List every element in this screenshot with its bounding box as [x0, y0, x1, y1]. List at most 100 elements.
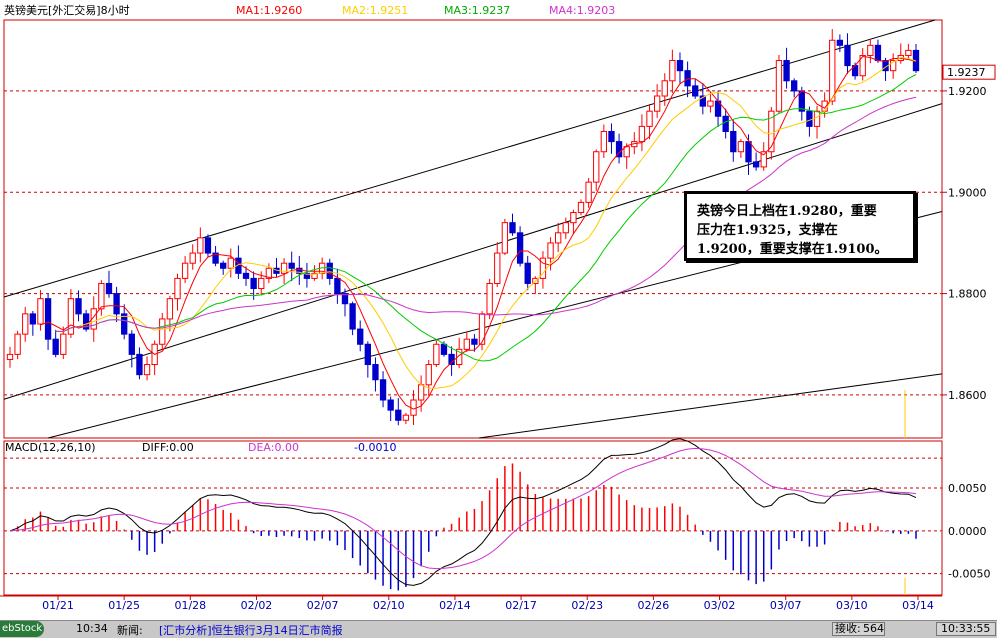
candle-up [813, 110, 821, 127]
candle-down [212, 252, 219, 264]
macd-diff-line [9, 438, 917, 586]
candle-up [653, 95, 661, 112]
x-tick-label: 01/25 [108, 599, 140, 612]
chart-grid [0, 19, 943, 597]
candle-down [387, 399, 394, 411]
candle-down [326, 262, 333, 279]
candle-up [90, 308, 97, 330]
candle-up [555, 232, 562, 244]
candle-down [395, 409, 402, 421]
news-headline[interactable]: [汇市分析]恒生银行3月14日汇市简报 [159, 624, 343, 637]
moving-average-lines [40, 55, 917, 410]
candle-up [905, 49, 912, 56]
candle-down [516, 232, 524, 264]
candle-down [357, 328, 364, 345]
ma4-label: MA4:1.9203 [549, 4, 615, 17]
candle-up [98, 282, 105, 310]
ma1-line [40, 55, 917, 410]
candle-down [220, 262, 227, 269]
candle-up [417, 384, 425, 401]
candle-down [296, 267, 303, 274]
candle-up [181, 262, 189, 279]
clock: 10:33:55 [941, 622, 991, 635]
candle-up [600, 130, 608, 153]
ma2-line [55, 56, 917, 389]
candle-down [379, 379, 387, 401]
candle-up [227, 257, 234, 269]
candle-up [174, 277, 181, 300]
candle-down [113, 293, 120, 315]
x-tick-label: 02/02 [241, 599, 273, 612]
candle-down [752, 161, 760, 168]
status-time: 10:34 [76, 622, 108, 635]
news-label: 新闻: [117, 624, 143, 637]
candle-up [760, 151, 767, 168]
analysis-note-line1: 英镑今日上档在1.9280，重要 [697, 204, 877, 219]
candle-down [699, 95, 706, 107]
candle-up [280, 262, 288, 274]
candle-up [456, 348, 463, 366]
candle-down [684, 70, 691, 87]
candle-up [189, 252, 196, 264]
candle-down [692, 85, 699, 97]
candle-down [524, 262, 531, 284]
x-tick-label: 02/10 [373, 599, 405, 612]
candle-down [730, 130, 737, 153]
candle-down [615, 141, 623, 158]
candle-up [867, 44, 874, 56]
y-tick-label: 1.9200 [948, 85, 987, 98]
received-label: 接收: [835, 622, 861, 635]
candle-up [60, 333, 67, 355]
candle-down [82, 313, 90, 330]
candle-down [440, 343, 448, 355]
candle-up [463, 338, 470, 350]
analysis-note-line3: 1.9200，重要支撑在1.9100。 [697, 242, 888, 257]
candle-down [303, 272, 311, 279]
macd-y-tick-label: 0.0000 [948, 525, 987, 538]
candle-down [288, 262, 295, 269]
candle-up [67, 298, 75, 335]
candle-down [509, 222, 516, 234]
candle-down [204, 237, 212, 254]
y-tick-label: 1.8800 [948, 288, 987, 301]
y-tick-label: 1.9000 [948, 186, 987, 199]
candle-up [258, 277, 265, 290]
price-frame [3, 19, 943, 439]
candle-up [265, 267, 273, 279]
candle-up [889, 60, 897, 72]
candle-down [745, 141, 752, 163]
candle-up [311, 272, 318, 279]
last-price-box [942, 64, 996, 80]
x-tick-label: 02/23 [571, 599, 603, 612]
candle-down [874, 44, 882, 62]
candle-up [661, 80, 668, 97]
received-count: 564 [863, 622, 884, 635]
candle-down [105, 282, 113, 295]
macd-dea-line [9, 447, 917, 570]
candle-up [547, 242, 554, 259]
y-tick-label: 1.8600 [948, 389, 987, 402]
candle-down [44, 298, 52, 340]
ma2-label: MA2:1.9251 [342, 4, 408, 17]
candle-up [768, 110, 775, 153]
candle-up [6, 353, 14, 360]
candle-up [593, 151, 600, 183]
candle-up [775, 60, 783, 112]
candle-down [121, 313, 128, 335]
candle-up [577, 201, 585, 214]
candle-down [844, 44, 851, 67]
macd-title: MACD(12,26,10) [5, 441, 96, 454]
start-button[interactable]: ebStock [0, 621, 44, 637]
candle-down [29, 313, 37, 325]
macd-frame [3, 440, 943, 596]
candle-up [669, 60, 676, 82]
candle-up [478, 313, 486, 345]
macd-y-tick-label: -0.0050 [948, 568, 990, 581]
candle-down [722, 115, 729, 132]
candle-up [197, 237, 204, 254]
candle-up [859, 54, 866, 77]
candle-down [52, 338, 59, 355]
macd-panel [9, 389, 917, 595]
chart-title: 英镑美元[外汇交易]8小时 [4, 3, 130, 17]
